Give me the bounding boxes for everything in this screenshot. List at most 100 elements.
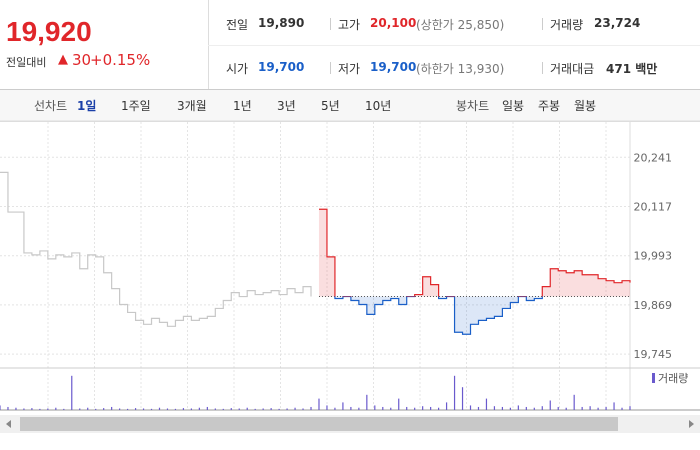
- volume-bar: [150, 408, 153, 410]
- volume-bar: [95, 408, 97, 410]
- volume-bar: [47, 408, 49, 410]
- summary-note: (상한가 25,850): [416, 18, 505, 32]
- summary-value: 20,100: [370, 16, 417, 30]
- tab[interactable]: 1주일: [121, 99, 151, 113]
- tab[interactable]: 5년: [321, 99, 340, 113]
- summary-value: 19,700: [370, 60, 417, 74]
- volume-bar: [31, 408, 33, 410]
- summary-label: 거래량: [550, 18, 584, 32]
- y-tick-label: 20,241: [634, 151, 673, 164]
- volume-bar: [374, 405, 376, 410]
- volume-bar: [565, 407, 567, 410]
- divider: [542, 62, 543, 74]
- volume-bar: [334, 407, 336, 410]
- tab[interactable]: 월봉: [574, 99, 597, 113]
- volume-bar: [430, 406, 432, 410]
- volume-bar: [350, 406, 352, 410]
- volume-bar: [525, 406, 527, 410]
- y-tick-label: 20,117: [634, 201, 673, 214]
- volume-bar: [126, 408, 129, 410]
- volume-bar: [87, 407, 89, 410]
- volume-bar: [366, 394, 368, 410]
- volume-bar: [438, 407, 440, 410]
- volume-bar: [461, 387, 464, 410]
- volume-bar: [477, 406, 480, 410]
- volume-bar: [7, 406, 9, 410]
- tab[interactable]: 일봉: [502, 99, 525, 113]
- up-arrow: ▲: [58, 52, 68, 67]
- volume-bar: [119, 408, 121, 410]
- scrollbar-thumb[interactable]: [20, 417, 618, 431]
- y-tick-label: 19,869: [634, 299, 673, 312]
- legend-swatch: [652, 373, 655, 383]
- volume-bar: [549, 400, 551, 410]
- change-rate: +0.15%: [90, 51, 151, 69]
- tab[interactable]: 주봉: [538, 99, 561, 113]
- volume-bar: [342, 402, 344, 410]
- price: 19,920: [6, 16, 92, 47]
- volume-bar: [270, 408, 272, 410]
- change: 30: [72, 51, 92, 69]
- change-label: 전일대비: [6, 56, 47, 69]
- volume-bar: [23, 408, 25, 410]
- volume-bar: [541, 406, 543, 410]
- volume-bar: [134, 408, 137, 410]
- volume-bar: [501, 406, 504, 410]
- tab-label: 봉차트: [456, 99, 490, 113]
- volume-bar: [142, 408, 145, 410]
- volume-bar: [406, 406, 408, 410]
- volume-bar: [190, 408, 192, 410]
- volume-bar: [453, 375, 456, 410]
- volume-bar: [310, 406, 312, 410]
- tab-bar: [0, 89, 700, 122]
- summary-value: 471 백만: [606, 62, 658, 76]
- volume-bar: [103, 408, 105, 410]
- volume-bar: [63, 408, 65, 410]
- tab[interactable]: 3개월: [177, 99, 207, 113]
- volume-bar: [382, 406, 384, 410]
- summary-label: 저가: [338, 62, 361, 76]
- volume-bar: [262, 408, 264, 410]
- tab[interactable]: 10년: [365, 99, 392, 113]
- volume-bar: [166, 408, 169, 410]
- volume-bar: [15, 407, 17, 410]
- divider: [330, 62, 331, 74]
- summary-value: 23,724: [594, 16, 641, 30]
- price-line: [0, 171, 312, 327]
- volume-bar: [445, 402, 448, 410]
- volume-bar: [597, 407, 599, 410]
- volume-bar: [613, 402, 615, 410]
- chart: 20,241 20,117 19,993 19,869 19,745 거래량: [0, 120, 700, 433]
- volume-bar: [326, 405, 328, 410]
- summary-note: (하한가 13,930): [416, 62, 505, 76]
- volume-bar: [230, 408, 232, 410]
- volume-bar: [198, 407, 200, 410]
- volume-bar: [55, 407, 57, 410]
- volume-bar: [390, 407, 392, 410]
- volume-bar: [621, 407, 623, 410]
- price-line: [318, 208, 631, 335]
- volume-bar: [222, 408, 224, 410]
- volume-bar: [206, 406, 208, 410]
- volume-bar: [517, 405, 519, 410]
- divider: [208, 45, 700, 46]
- tab[interactable]: 3년: [277, 99, 296, 113]
- divider: [330, 18, 331, 30]
- volume-bar: [398, 398, 400, 410]
- scroll-left: [6, 420, 11, 428]
- volume-bar: [182, 408, 185, 410]
- volume-bar: [214, 408, 216, 410]
- volume-bar: [286, 408, 288, 410]
- volume-bar: [509, 407, 511, 410]
- volume-bar: [174, 408, 177, 410]
- tab[interactable]: 1일: [77, 99, 97, 113]
- tab[interactable]: 1년: [233, 99, 252, 113]
- scroll-right: [689, 420, 694, 428]
- volume-bar: [422, 406, 424, 410]
- volume-bar: [533, 407, 535, 410]
- volume-bar: [238, 408, 240, 410]
- volume-bar: [79, 408, 81, 410]
- y-tick-label: 19,745: [634, 348, 673, 361]
- summary-label: 거래대금: [550, 62, 595, 76]
- volume-bar: [414, 407, 416, 410]
